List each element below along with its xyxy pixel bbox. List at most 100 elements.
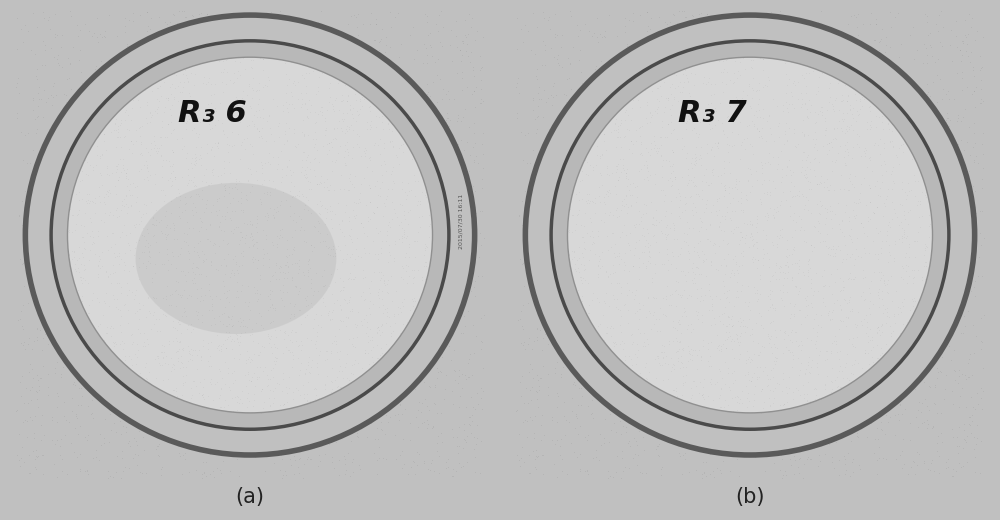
Point	[892, 295, 908, 304]
Point	[362, 289, 378, 297]
Point	[16, 223, 32, 231]
Point	[935, 84, 951, 93]
Point	[323, 215, 339, 223]
Point	[871, 38, 887, 46]
Point	[905, 367, 921, 375]
Point	[760, 330, 776, 338]
Point	[675, 451, 691, 459]
Point	[715, 429, 731, 437]
Point	[268, 398, 284, 406]
Point	[220, 239, 236, 248]
Point	[768, 333, 784, 341]
Point	[402, 436, 418, 444]
Point	[588, 161, 604, 170]
Point	[277, 127, 293, 135]
Point	[469, 434, 485, 443]
Point	[845, 468, 861, 476]
Point	[209, 313, 225, 321]
Point	[93, 57, 109, 65]
Point	[345, 138, 361, 147]
Point	[249, 401, 265, 409]
Point	[531, 95, 547, 103]
Point	[815, 428, 831, 436]
Point	[304, 392, 320, 400]
Point	[652, 90, 668, 99]
Point	[126, 434, 142, 442]
Point	[401, 240, 417, 248]
Point	[768, 228, 784, 236]
Point	[832, 287, 848, 295]
Point	[553, 152, 569, 160]
Point	[591, 109, 607, 117]
Point	[300, 266, 316, 274]
Point	[198, 80, 214, 88]
Point	[685, 324, 701, 333]
Point	[368, 224, 384, 232]
Point	[562, 59, 578, 67]
Point	[159, 250, 175, 258]
Point	[672, 382, 688, 391]
Point	[784, 326, 800, 334]
Point	[591, 152, 607, 160]
Point	[153, 133, 169, 141]
Point	[725, 320, 741, 329]
Point	[363, 250, 379, 258]
Point	[716, 227, 732, 236]
Point	[326, 337, 342, 346]
Point	[952, 265, 968, 274]
Point	[286, 333, 302, 342]
Point	[291, 192, 307, 200]
Point	[642, 309, 658, 317]
Point	[926, 309, 942, 317]
Point	[211, 394, 227, 402]
Point	[629, 340, 645, 348]
Point	[843, 11, 859, 20]
Point	[808, 331, 824, 339]
Point	[897, 93, 913, 101]
Point	[340, 333, 356, 342]
Point	[29, 387, 45, 396]
Point	[630, 217, 646, 226]
Point	[761, 76, 777, 84]
Point	[718, 261, 734, 269]
Point	[685, 178, 701, 186]
Point	[76, 222, 92, 230]
Point	[87, 65, 103, 73]
Point	[257, 165, 273, 173]
Point	[394, 410, 410, 419]
Point	[566, 94, 582, 102]
Point	[684, 356, 700, 364]
Point	[663, 367, 679, 375]
Point	[227, 218, 243, 226]
Point	[616, 191, 632, 199]
Point	[74, 297, 90, 305]
Point	[99, 280, 115, 289]
Point	[207, 337, 223, 345]
Point	[191, 211, 207, 219]
Point	[643, 168, 659, 177]
Point	[374, 118, 390, 126]
Point	[132, 11, 148, 20]
Point	[715, 183, 731, 191]
Point	[532, 374, 548, 382]
Point	[263, 213, 279, 221]
Point	[231, 341, 247, 349]
Point	[857, 295, 873, 303]
Point	[598, 271, 614, 280]
Point	[155, 186, 171, 194]
Point	[891, 220, 907, 229]
Point	[153, 227, 169, 235]
Point	[776, 274, 792, 282]
Point	[640, 397, 656, 406]
Point	[221, 328, 237, 336]
Point	[215, 407, 231, 415]
Point	[111, 73, 127, 81]
Point	[68, 136, 84, 144]
Point	[556, 302, 572, 310]
Point	[642, 367, 658, 375]
Point	[163, 168, 179, 177]
Point	[128, 415, 144, 423]
Point	[637, 86, 653, 94]
Point	[789, 417, 805, 425]
Point	[331, 257, 347, 265]
